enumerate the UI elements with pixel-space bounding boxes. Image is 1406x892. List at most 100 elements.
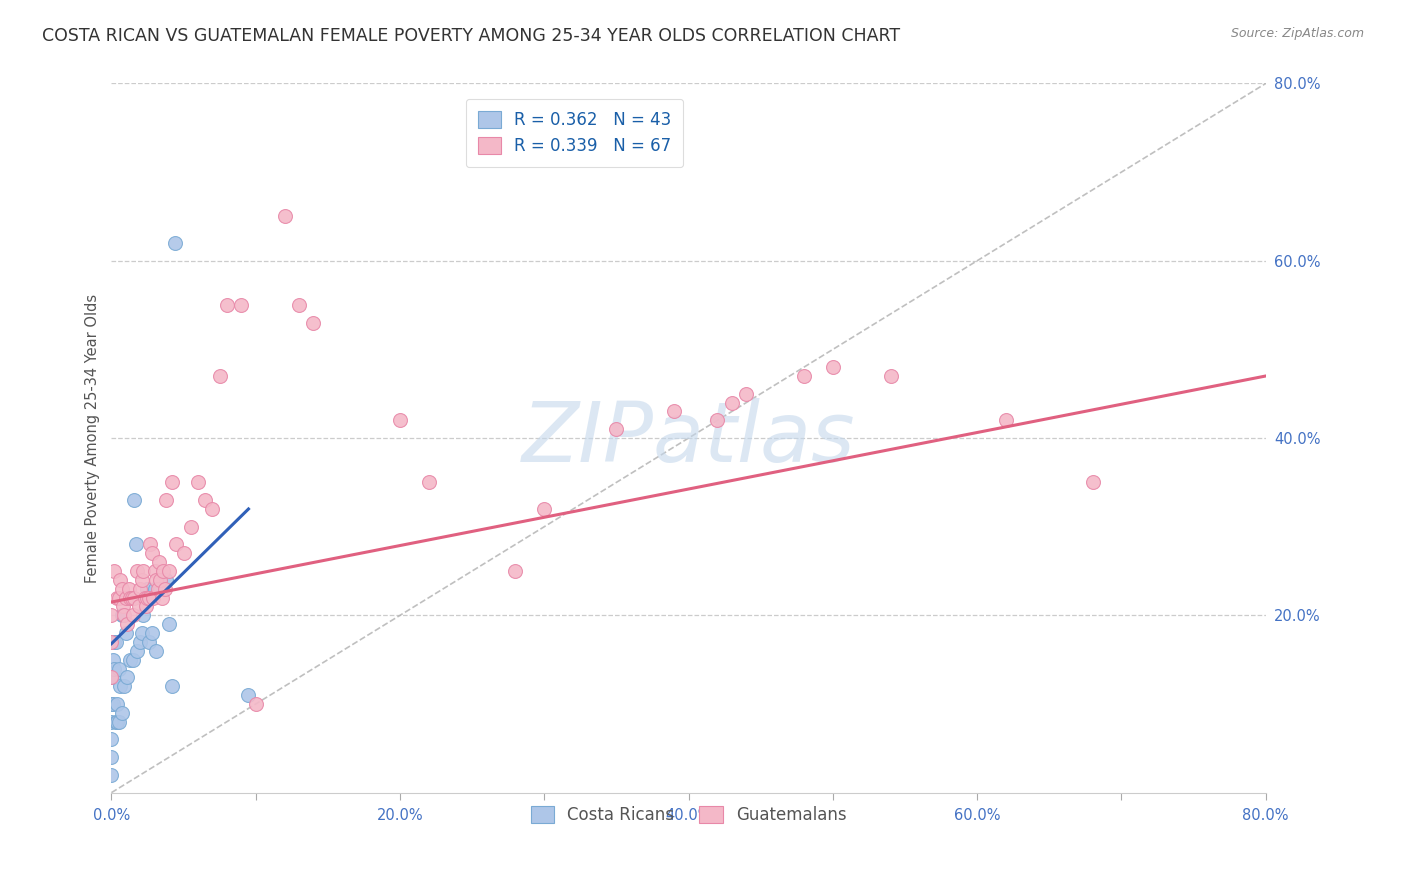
Point [122,608,145,623]
Point [157,564,180,578]
Point [143,564,166,578]
Point [146,582,169,596]
Point [118,582,141,596]
Point [273,210,295,224]
Point [132,608,155,623]
Point [821,360,844,375]
Point [105,697,128,711]
Point [105,591,128,605]
Point [103,635,125,649]
Point [104,635,127,649]
Point [108,573,131,587]
Point [155,573,177,587]
Point [163,235,186,250]
Point [721,395,744,409]
Point [112,608,135,623]
Point [157,617,180,632]
Point [101,697,124,711]
Point [152,564,174,578]
Point [107,591,129,605]
Point [187,475,209,490]
Text: COSTA RICAN VS GUATEMALAN FEMALE POVERTY AMONG 25-34 YEAR OLDS CORRELATION CHART: COSTA RICAN VS GUATEMALAN FEMALE POVERTY… [42,27,900,45]
Point [101,653,124,667]
Point [108,679,131,693]
Point [139,537,162,551]
Point [149,582,172,596]
Point [148,555,170,569]
Point [155,493,177,508]
Point [879,369,901,384]
Point [153,582,176,596]
Point [160,679,183,693]
Point [134,591,156,605]
Point [128,599,150,614]
Point [149,573,172,587]
Point [245,697,267,711]
Point [105,714,128,729]
Point [100,768,122,782]
Point [160,475,183,490]
Point [1081,475,1104,490]
Point [194,493,217,508]
Point [173,546,195,560]
Point [110,706,132,720]
Point [100,750,122,764]
Text: Source: ZipAtlas.com: Source: ZipAtlas.com [1230,27,1364,40]
Point [129,582,152,596]
Point [115,591,138,605]
Point [302,316,325,330]
Point [143,582,166,596]
Point [127,644,149,658]
Point [122,653,145,667]
Legend: Costa Ricans, Guatemalans: Costa Ricans, Guatemalans [520,796,856,834]
Point [129,635,152,649]
Point [136,591,159,605]
Point [141,546,163,560]
Point [107,714,129,729]
Point [125,537,148,551]
Point [100,697,122,711]
Point [418,475,440,490]
Point [111,599,134,614]
Point [505,564,527,578]
Point [141,626,163,640]
Point [101,670,124,684]
Text: ZIPatlas: ZIPatlas [522,398,855,478]
Point [107,661,129,675]
Point [142,591,165,605]
Point [145,644,167,658]
Point [100,608,122,623]
Point [231,298,253,312]
Point [238,688,260,702]
Point [104,714,127,729]
Point [288,298,311,312]
Point [100,732,122,747]
Point [735,386,758,401]
Point [110,608,132,623]
Point [127,564,149,578]
Point [100,635,122,649]
Point [100,670,122,684]
Point [120,653,142,667]
Point [135,599,157,614]
Point [388,413,411,427]
Point [132,564,155,578]
Point [120,591,142,605]
Point [136,582,159,596]
Point [121,591,143,605]
Point [605,422,627,436]
Point [112,679,135,693]
Point [662,404,685,418]
Point [103,564,125,578]
Y-axis label: Female Poverty Among 25-34 Year Olds: Female Poverty Among 25-34 Year Olds [86,293,100,582]
Point [124,493,146,508]
Point [111,608,134,623]
Point [138,591,160,605]
Point [145,573,167,587]
Point [131,573,153,587]
Point [208,369,231,384]
Point [793,369,815,384]
Point [215,298,238,312]
Point [201,502,224,516]
Point [124,591,146,605]
